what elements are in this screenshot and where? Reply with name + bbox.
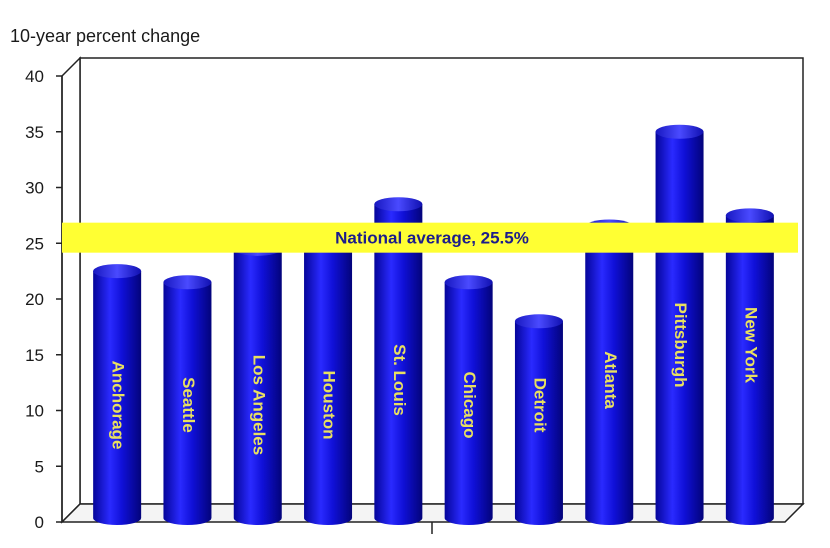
y-tick-label: 30 [25,179,44,198]
bar-category-label: Anchorage [109,361,128,450]
bar [374,197,423,525]
bar-cap [725,208,774,223]
bar-category-label: Detroit [530,378,549,433]
y-axis: 0 5 10 15 20 25 30 35 40 [25,67,63,532]
side-wall [61,56,81,524]
bar-category-label: Chicago [460,371,479,438]
bar-category-label: Pittsburgh [671,303,690,388]
y-tick-label: 10 [25,402,44,421]
y-tick-label: 25 [25,234,44,253]
bar-cap [655,124,704,139]
y-tick-label: 40 [25,67,44,86]
y-tick-label: 20 [25,290,44,309]
bar-cap [374,197,423,212]
national-average-band [62,222,798,253]
y-tick-label: 35 [25,123,44,142]
bar [514,314,563,525]
bars [93,124,774,525]
bar-body [304,243,353,525]
bar-labels: Anchorage Seattle Los Angeles Houston St. Lo… [109,303,761,456]
bar-category-label: Atlanta [601,351,620,409]
bar-body [374,204,423,525]
y-tick-label: 15 [25,346,44,365]
bar-body [233,248,282,525]
y-tick-label: 5 [35,457,44,476]
bar-cap [163,275,212,290]
bar [93,264,142,525]
bar-cap [93,264,142,279]
bar [163,275,212,525]
bar [725,208,774,525]
bar-category-label: Houston [320,371,339,440]
bar-body [725,215,774,525]
bar-body [585,226,634,525]
bar-category-label: Seattle [179,377,198,433]
bar-body [444,282,493,525]
national-average-label: National average, 25.5% [335,229,529,248]
bar-body [163,282,212,525]
bar [444,275,493,525]
bar-cap [444,275,493,290]
reference-band: National average, 25.5% [62,222,798,253]
y-tick-label: 0 [35,513,44,532]
bar-category-label: St. Louis [390,344,409,416]
bar-body [514,321,563,525]
bar-cap [514,314,563,329]
bar-category-label: Los Angeles [249,355,268,455]
bar-body [93,271,142,525]
bar-category-label: New York [741,307,760,383]
y-axis-title: 10-year percent change [10,26,201,46]
